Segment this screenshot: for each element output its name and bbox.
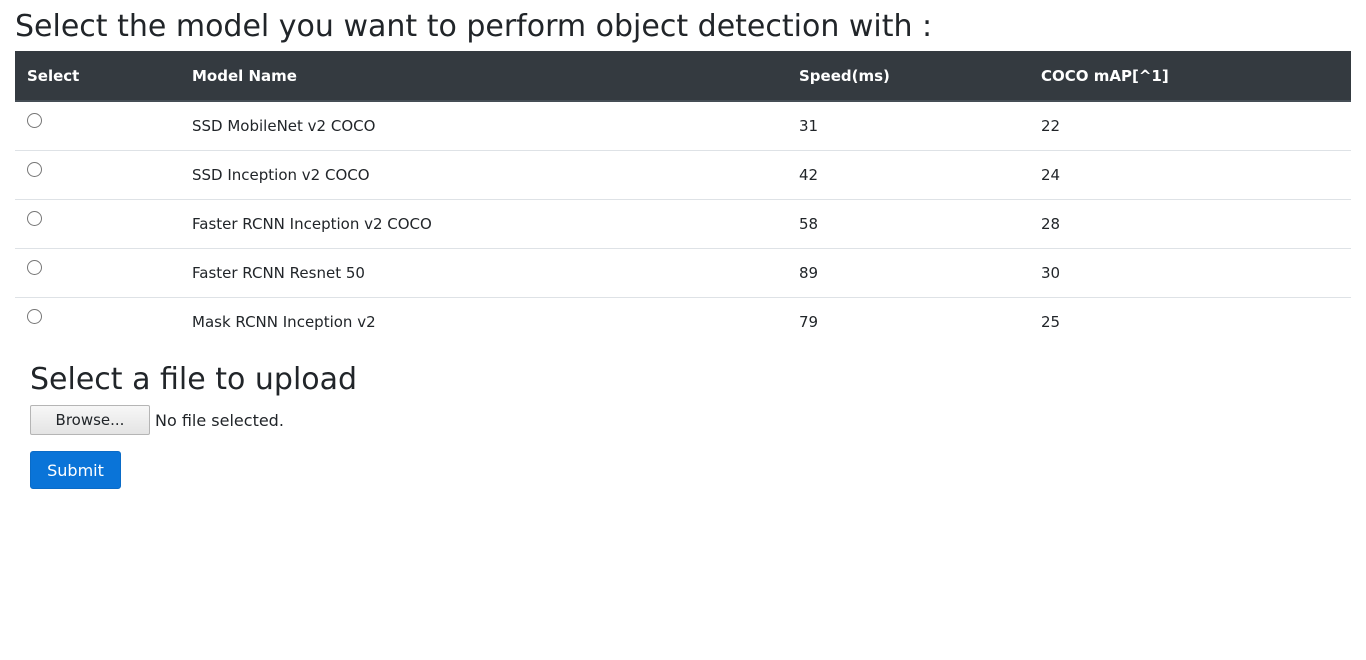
select-cell <box>15 101 180 150</box>
select-cell <box>15 296 180 346</box>
file-input: Browse... No file selected. <box>30 405 284 435</box>
map-cell: 24 <box>1029 149 1351 199</box>
map-cell: 25 <box>1029 296 1351 346</box>
table-row: SSD Inception v2 COCO 42 24 <box>15 149 1351 199</box>
file-status-text: No file selected. <box>155 410 284 430</box>
select-cell <box>15 198 180 248</box>
model-name-cell: SSD Inception v2 COCO <box>180 149 787 199</box>
header-coco-map: COCO mAP[^1] <box>1029 51 1351 102</box>
table-row: Faster RCNN Resnet 50 89 30 <box>15 247 1351 297</box>
model-radio-faster-rcnn-inception[interactable] <box>27 211 42 226</box>
header-select: Select <box>15 51 180 102</box>
speed-cell: 89 <box>787 247 1029 297</box>
models-table: Select Model Name Speed(ms) COCO mAP[^1]… <box>15 51 1351 346</box>
map-cell: 30 <box>1029 247 1351 297</box>
model-name-cell: Mask RCNN Inception v2 <box>180 296 787 346</box>
table-row: Faster RCNN Inception v2 COCO 58 28 <box>15 198 1351 248</box>
speed-cell: 42 <box>787 149 1029 199</box>
header-model-name: Model Name <box>180 51 787 102</box>
model-radio-mask-rcnn[interactable] <box>27 309 42 325</box>
select-cell <box>15 149 180 199</box>
speed-cell: 79 <box>787 296 1029 346</box>
speed-cell: 58 <box>787 198 1029 248</box>
table-header-row: Select Model Name Speed(ms) COCO mAP[^1] <box>15 51 1351 102</box>
table-row: SSD MobileNet v2 COCO 31 22 <box>15 101 1351 150</box>
map-cell: 28 <box>1029 198 1351 248</box>
model-radio-faster-rcnn-resnet[interactable] <box>27 260 42 275</box>
header-speed: Speed(ms) <box>787 51 1029 102</box>
table-body: SSD MobileNet v2 COCO 31 22 SSD Inceptio… <box>15 101 1351 346</box>
browse-button[interactable]: Browse... <box>30 405 150 435</box>
upload-title: Select a file to upload <box>30 362 358 397</box>
submit-button[interactable]: Submit <box>30 451 121 489</box>
model-name-cell: Faster RCNN Inception v2 COCO <box>180 198 787 248</box>
table-header: Select Model Name Speed(ms) COCO mAP[^1] <box>15 51 1351 102</box>
model-radio-ssd-inception[interactable] <box>27 162 42 177</box>
table-row: Mask RCNN Inception v2 79 25 <box>15 296 1351 346</box>
model-radio-ssd-mobilenet[interactable] <box>27 113 42 129</box>
model-name-cell: Faster RCNN Resnet 50 <box>180 247 787 297</box>
page-title: Select the model you want to perform obj… <box>15 9 933 44</box>
select-cell <box>15 247 180 297</box>
model-name-cell: SSD MobileNet v2 COCO <box>192 116 376 135</box>
speed-cell: 31 <box>799 116 819 135</box>
map-cell: 22 <box>1041 116 1061 135</box>
